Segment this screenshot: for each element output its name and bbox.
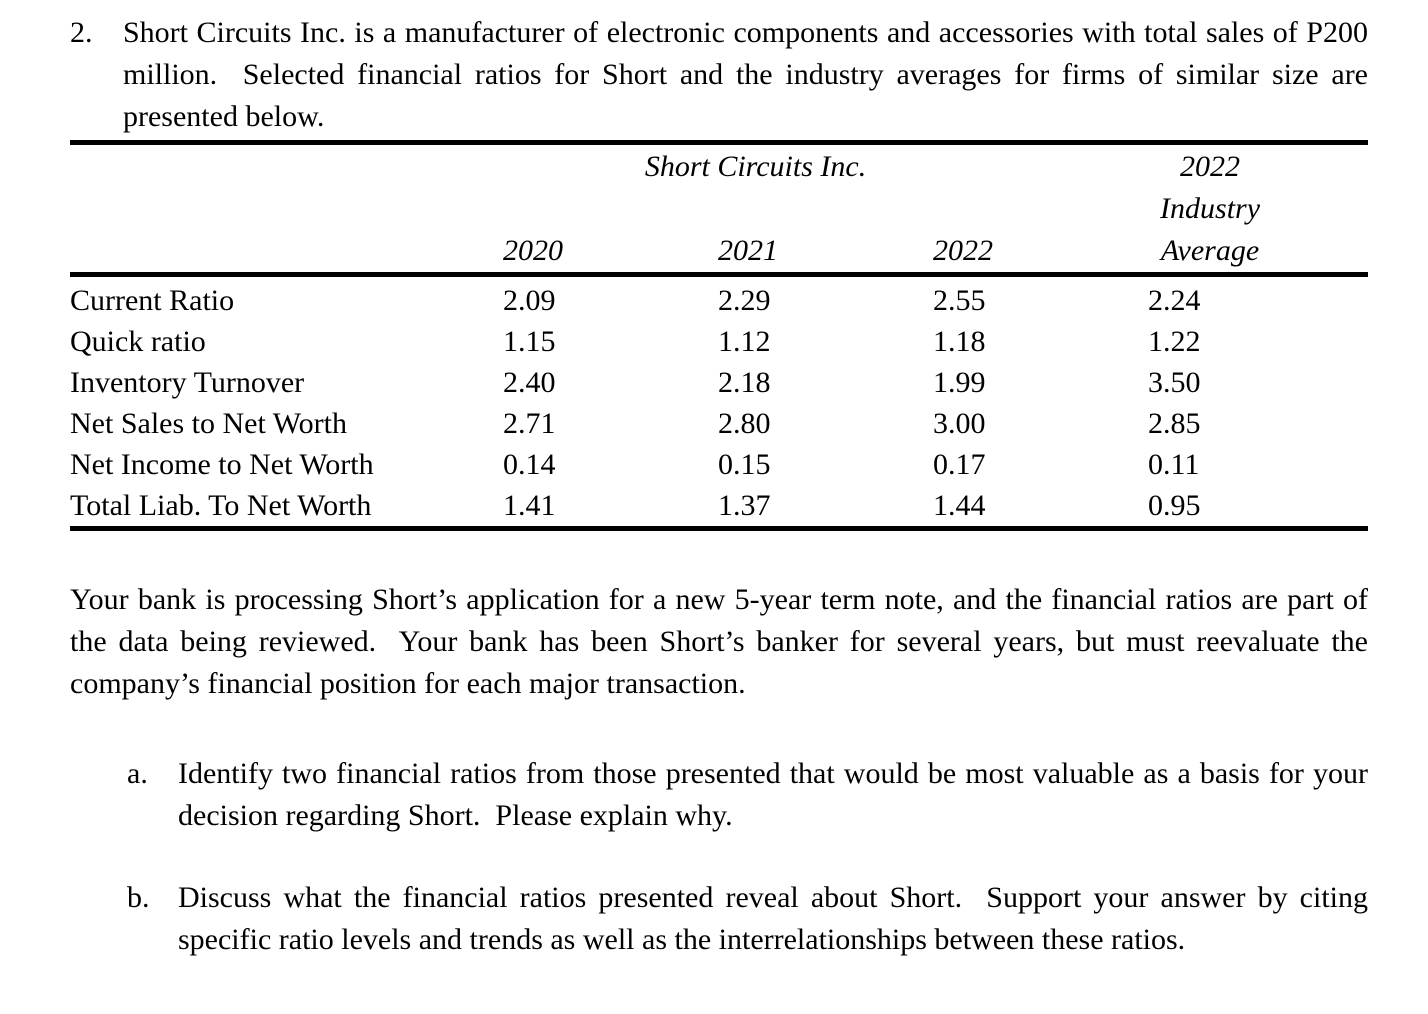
ratio-value: 1.41 [503, 488, 556, 522]
ratio-value: 2.80 [718, 406, 771, 440]
ratio-value: 2.24 [1148, 283, 1201, 317]
industry-header-line-2: Industry [1160, 191, 1261, 225]
ratio-value: 2.40 [503, 365, 556, 399]
table-row: Total Liab. To Net Worth 1.41 1.37 1.44 … [70, 485, 1368, 529]
ratio-value: 2.29 [718, 283, 771, 317]
ratio-label: Net Income to Net Worth [70, 447, 374, 481]
year-header-2022: 2022 [933, 233, 993, 267]
ratio-value: 1.99 [933, 365, 986, 399]
table-row: Net Sales to Net Worth 2.71 2.80 3.00 2.… [70, 403, 1368, 444]
ratio-value: 2.85 [1148, 406, 1201, 440]
industry-header-line-1: 2022 [1180, 149, 1241, 183]
question-a-text: Identify two financial ratios from those… [178, 756, 1376, 832]
ratio-value: 3.00 [933, 406, 986, 440]
ratio-label: Quick ratio [70, 324, 206, 358]
question-b: b. Discuss what the financial ratios pre… [127, 877, 1368, 961]
ratio-label: Current Ratio [70, 283, 235, 317]
header-spacer [70, 230, 503, 275]
header-spacer [503, 188, 1148, 230]
ratio-value: 1.12 [718, 324, 771, 358]
problem-number: 2. [70, 16, 93, 49]
ratio-value: 1.22 [1148, 324, 1201, 358]
ratio-value: 0.17 [933, 447, 986, 481]
industry-header-line-3: Average [1160, 233, 1260, 267]
ratio-value: 3.50 [1148, 365, 1201, 399]
year-header-2021: 2021 [718, 233, 778, 267]
table-row: Net Income to Net Worth 0.14 0.15 0.17 0… [70, 444, 1368, 485]
problem-intro-text: Short Circuits Inc. is a manufacturer of… [123, 16, 1376, 133]
ratio-label: Net Sales to Net Worth [70, 406, 347, 440]
ratio-value: 0.11 [1148, 447, 1200, 481]
ratio-value: 0.14 [503, 447, 556, 481]
table-row: Quick ratio 1.15 1.12 1.18 1.22 [70, 321, 1368, 362]
ratio-value: 1.18 [933, 324, 986, 358]
ratio-value: 0.15 [718, 447, 771, 481]
question-b-text: Discuss what the financial ratios presen… [178, 880, 1376, 956]
table-row: Current Ratio 2.09 2.29 2.55 2.24 [70, 274, 1368, 321]
ratio-value: 2.71 [503, 406, 556, 440]
question-a-marker: a. [127, 756, 148, 790]
ratio-value: 2.18 [718, 365, 771, 399]
header-spacer [70, 143, 503, 188]
ratio-value: 2.09 [503, 283, 556, 317]
financial-ratios-table: Short Circuits Inc. 2022 Industry 2020 2… [70, 140, 1369, 531]
ratio-value: 1.37 [718, 488, 771, 522]
ratio-value: 2.55 [933, 283, 986, 317]
ratio-label: Inventory Turnover [70, 365, 305, 399]
company-header: Short Circuits Inc. [644, 149, 867, 183]
ratio-value: 1.44 [933, 488, 986, 522]
ratio-value: 0.95 [1148, 488, 1201, 522]
year-header-2020: 2020 [503, 233, 563, 267]
ratio-label: Total Liab. To Net Worth [70, 488, 372, 522]
bank-processing-paragraph: Your bank is processing Short’s applicat… [70, 582, 1376, 700]
question-list: a. Identify two financial ratios from th… [70, 753, 1368, 961]
ratio-value: 1.15 [503, 324, 556, 358]
table-header: Short Circuits Inc. 2022 Industry 2020 2… [70, 143, 1369, 275]
table-row: Inventory Turnover 2.40 2.18 1.99 3.50 [70, 362, 1368, 403]
problem-item: 2. Short Circuits Inc. is a manufacturer… [70, 12, 1368, 138]
question-b-marker: b. [127, 880, 150, 914]
header-spacer [70, 188, 503, 230]
question-a: a. Identify two financial ratios from th… [127, 753, 1368, 837]
